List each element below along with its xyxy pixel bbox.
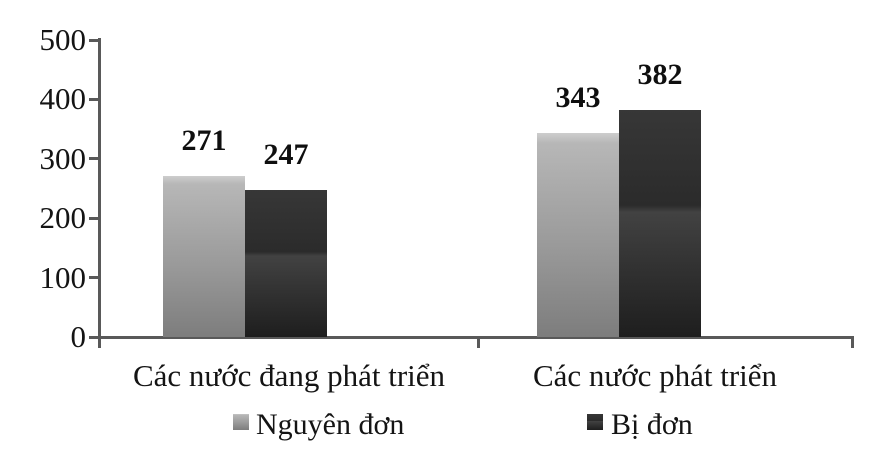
bar-value-label: 247 [263,138,309,172]
y-tick-mark [89,157,100,161]
y-tick-label: 200 [39,200,87,236]
bar-Bị đơn-Các nước đang phát triển [245,190,327,337]
legend-marker-Bị đơn [587,414,603,430]
bar-Nguyên đơn-Các nước phát triển [537,133,619,337]
legend-label: Bị đơn [611,408,693,441]
bar-value-label: 382 [637,58,683,92]
bar-value-label: 271 [181,124,227,158]
y-axis-line [98,38,101,348]
bar-value-label: 343 [555,81,601,115]
category-label: Các nước phát triển [532,358,778,393]
bar-Nguyên đơn-Các nước đang phát triển [163,176,245,337]
y-tick-label: 100 [39,259,87,295]
y-tick-mark [89,335,100,339]
legend-label: Nguyên đơn [256,408,405,441]
y-tick-label: 400 [39,81,87,117]
y-tick-mark [89,276,100,280]
legend-marker-Nguyên đơn [233,414,249,430]
y-tick-label: 500 [39,22,87,57]
y-tick-label: 0 [70,319,87,354]
x-axis-divider-tick [477,336,480,348]
y-tick-mark [89,38,100,42]
x-axis-line [97,336,854,339]
bar-Bị đơn-Các nước phát triển [619,110,701,337]
y-tick-mark [89,97,100,101]
y-tick-mark [89,216,100,220]
category-label: Các nước đang phát triển [132,358,446,393]
x-axis-end-tick [851,336,854,348]
y-tick-label: 300 [39,140,87,176]
